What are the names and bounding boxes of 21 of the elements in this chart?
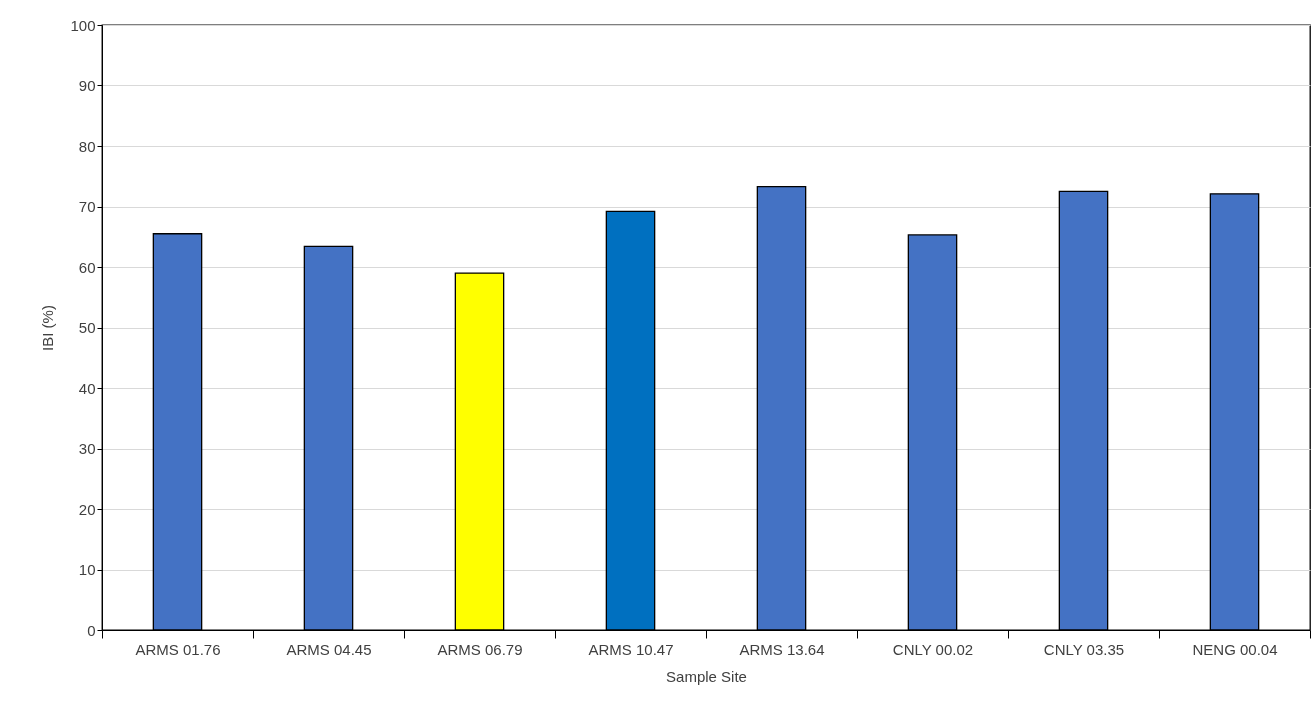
y-tick-label: 80 [78,137,96,155]
y-tick-label: 100 [70,16,96,34]
x-tick-label: ARMS 04.45 [286,640,372,658]
x-tick-label: CNLY 00.02 [892,640,974,658]
x-tick-label: NENG 00.04 [1192,640,1278,658]
y-tick-label: 30 [78,440,96,457]
x-tick-label: CNLY 03.35 [1043,640,1125,658]
x-axis-title: Sample Site [666,667,747,685]
y-tick-label: 60 [78,258,96,276]
y-axis-title: IBI (%) [39,305,57,351]
x-tick-label: ARMS 13.64 [739,640,825,658]
y-tick-label: 90 [78,77,96,94]
y-tick-label: 50 [78,319,96,336]
y-tick-label: 40 [78,379,96,397]
x-tick-label: ARMS 01.76 [135,640,221,658]
y-tick-label: 10 [78,561,96,578]
y-tick-label: 0 [87,621,96,639]
y-tick-label: 20 [78,500,96,518]
x-tick-label: ARMS 06.79 [437,640,523,658]
x-tick-label: ARMS 10.47 [588,640,674,658]
y-tick-label: 70 [78,198,96,215]
